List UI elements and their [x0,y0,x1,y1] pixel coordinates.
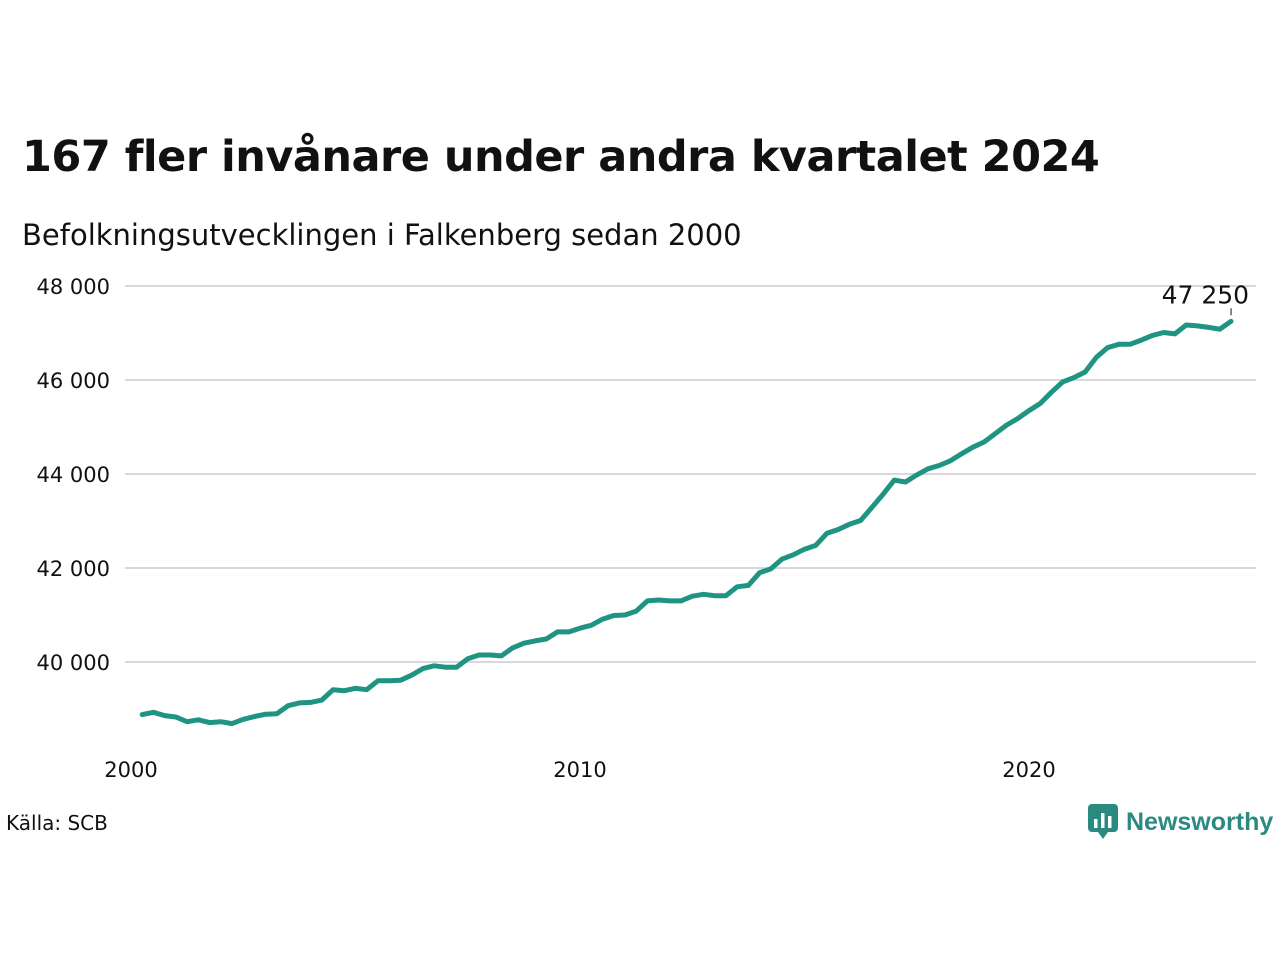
y-axis-ticks: 40 000 42 000 44 000 46 000 48 000 [37,275,110,675]
chart-subtitle: Befolkningsutvecklingen i Falkenberg sed… [22,218,742,252]
x-tick-label: 2010 [553,758,606,782]
end-label-group: 47 250 [1162,280,1249,316]
y-tick-label: 46 000 [37,369,110,393]
chart-title: 167 fler invånare under andra kvartalet … [22,132,1100,182]
y-tick-label: 44 000 [37,463,110,487]
series-line [139,318,1234,727]
y-tick-label: 48 000 [37,275,110,299]
x-axis-ticks: 2000 2010 2020 [104,758,1055,782]
brand-name: Newsworthy [1126,807,1274,836]
x-tick-label: 2000 [104,758,157,782]
y-tick-label: 40 000 [37,651,110,675]
newsworthy-logo-icon [1088,804,1118,839]
end-value-label: 47 250 [1162,280,1249,309]
brand-logo[interactable]: Newsworthy [1088,804,1273,840]
y-tick-label: 42 000 [37,557,110,581]
population-line [139,318,1234,727]
source-label: Källa: SCB [6,811,108,835]
x-tick-label: 2020 [1002,758,1055,782]
gridlines [125,285,1256,663]
